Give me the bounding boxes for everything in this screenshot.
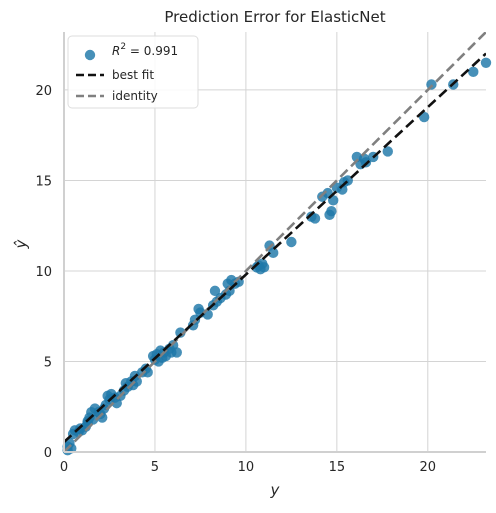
y-tick-label: 5	[44, 355, 52, 370]
data-point	[480, 57, 492, 68]
x-tick-label: 0	[60, 460, 68, 475]
data-point	[468, 66, 479, 78]
legend-label-r2: R2 = 0.991	[112, 42, 178, 58]
identity-line	[64, 32, 486, 452]
x-tick-labels: 0 5 10 15 20	[60, 460, 436, 475]
legend-label-r2-base: R	[112, 44, 120, 58]
best-fit-line	[64, 52, 486, 443]
legend-label-identity: identity	[112, 89, 158, 103]
x-tick-label: 10	[238, 460, 255, 475]
y-tick-label: 0	[44, 446, 52, 461]
legend-box	[67, 35, 199, 109]
y-tick-labels: 0 5 10 15 20	[35, 84, 52, 461]
x-tick-label: 20	[420, 460, 437, 475]
reference-lines	[64, 32, 486, 452]
legend-label-r2-value: = 0.991	[126, 44, 178, 58]
data-point	[258, 262, 270, 273]
plot-frame	[63, 32, 486, 453]
legend-label-r2-superscript: 2	[120, 42, 126, 52]
x-tick-label: 5	[151, 460, 159, 475]
data-point	[286, 236, 297, 248]
y-tick-label: 15	[35, 174, 52, 189]
legend-label-best-fit: best fit	[112, 68, 154, 82]
data-point	[309, 213, 321, 224]
legend-marker	[84, 49, 96, 61]
data-point	[382, 146, 393, 157]
x-axis-label: y	[270, 481, 281, 499]
data-point	[171, 347, 182, 358]
data-point	[142, 367, 153, 378]
y-tick-label: 10	[35, 265, 52, 280]
data-point	[267, 247, 279, 259]
legend: R2 = 0.991 best fit identity	[67, 35, 199, 109]
y-axis-label: ŷ	[12, 238, 30, 249]
x-tick-label: 15	[329, 460, 346, 475]
data-point	[209, 285, 221, 297]
data-point	[326, 206, 337, 217]
y-tick-label: 20	[35, 84, 52, 99]
chart-title: Prediction Error for ElasticNet	[164, 8, 385, 26]
